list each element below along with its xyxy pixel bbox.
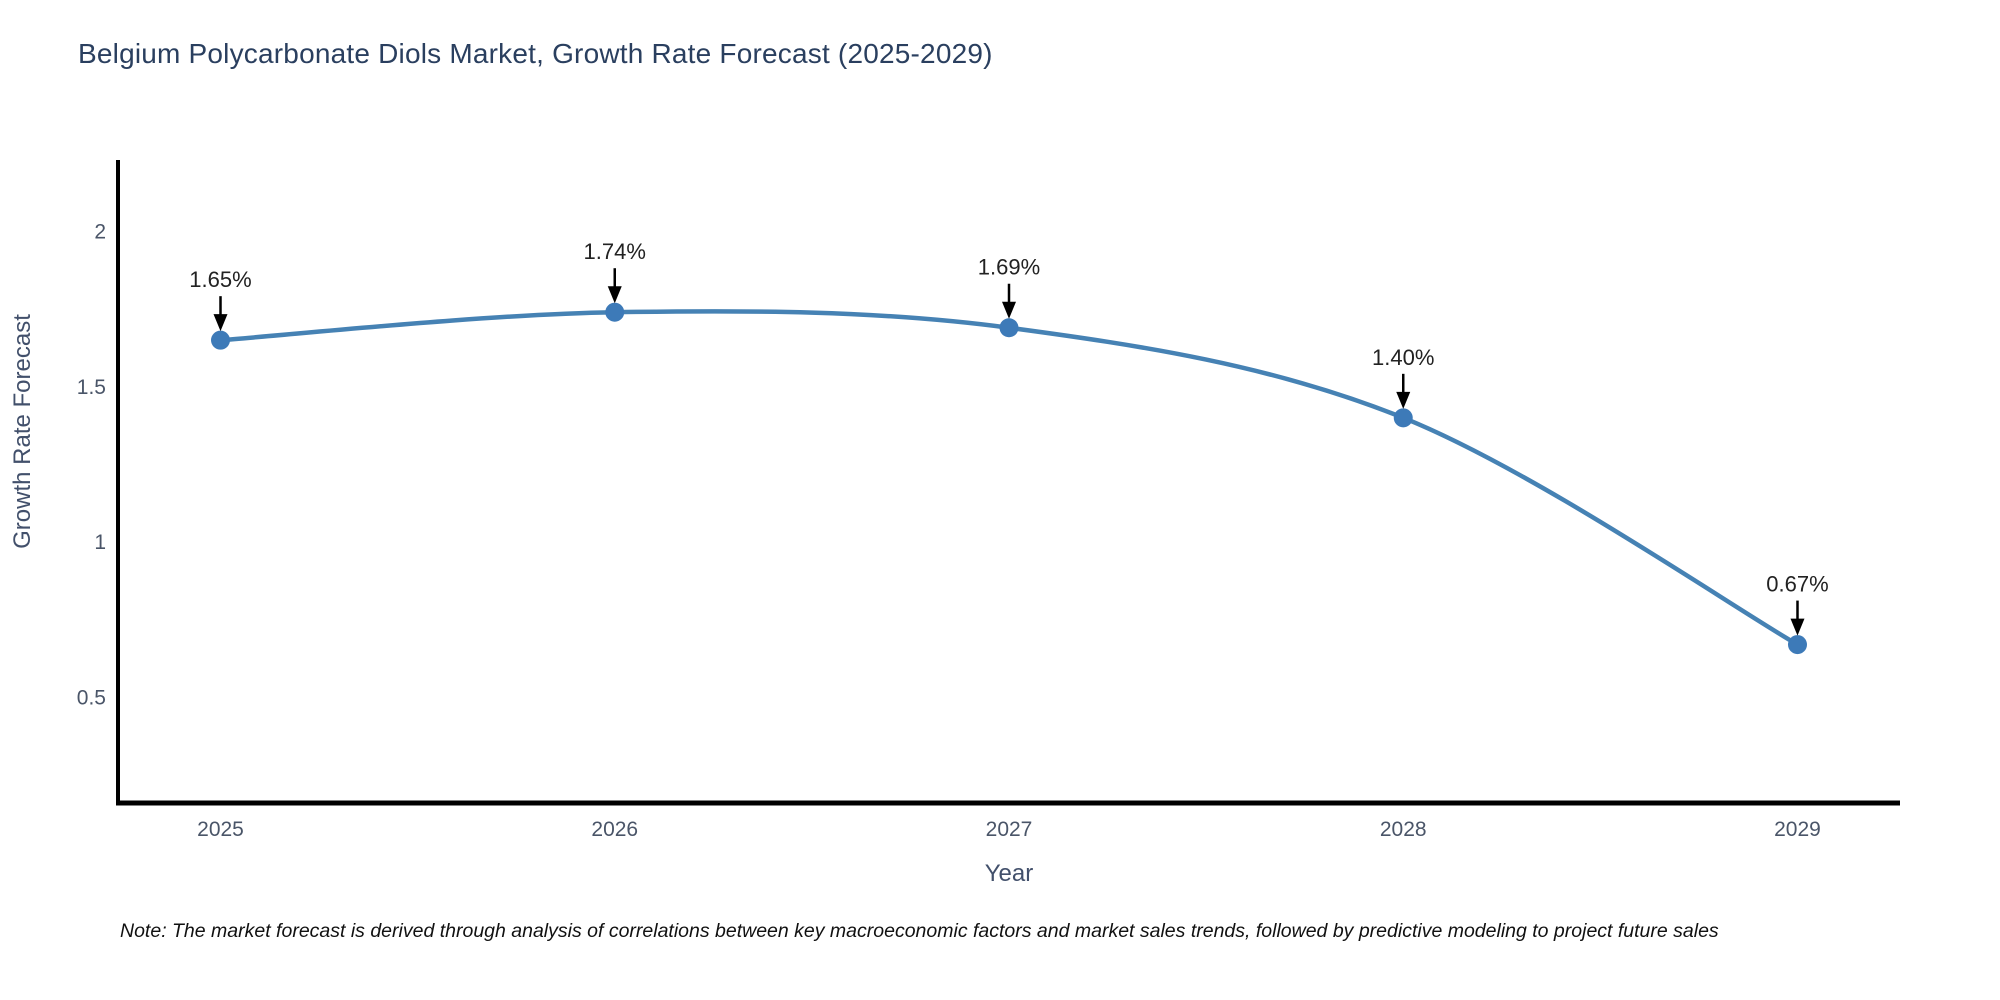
data-point-2026	[605, 302, 625, 322]
x-tick-label-2027: 2027	[986, 818, 1033, 841]
x-tick-label-2028: 2028	[1380, 818, 1427, 841]
chart-footnote: Note: The market forecast is derived thr…	[120, 920, 1719, 942]
annotation-arrowhead-2025	[213, 314, 228, 332]
y-tick-label-1: 1	[94, 531, 106, 554]
data-point-2027	[999, 318, 1019, 338]
y-tick-label-2: 2	[94, 220, 106, 243]
y-tick-label-0.5: 0.5	[77, 686, 106, 709]
x-tick-label-2025: 2025	[197, 818, 244, 841]
y-axis-title: Growth Rate Forecast	[9, 314, 36, 549]
x-axis-title: Year	[985, 860, 1034, 887]
annotation-label-2028: 1.40%	[1372, 345, 1434, 370]
annotation-label-2025: 1.65%	[189, 267, 251, 292]
annotation-arrowhead-2028	[1396, 391, 1411, 409]
x-tick-label-2029: 2029	[1774, 818, 1821, 841]
data-point-2025	[211, 330, 231, 350]
annotation-arrowhead-2029	[1790, 618, 1805, 636]
data-point-2029	[1787, 635, 1807, 655]
annotation-label-2026: 1.74%	[584, 239, 646, 264]
annotation-arrowhead-2027	[1002, 301, 1016, 319]
data-point-2028	[1393, 408, 1413, 428]
chart-title: Belgium Polycarbonate Diols Market, Grow…	[78, 38, 993, 69]
y-tick-label-1.5: 1.5	[77, 376, 106, 399]
growth-rate-line-series	[218, 309, 1800, 647]
annotation-label-2027: 1.69%	[978, 255, 1040, 280]
annotation-arrowhead-2026	[607, 286, 622, 304]
annotation-label-2029: 0.67%	[1766, 572, 1828, 597]
line-chart-plot-area: 0.5 1 1.5 2 2025 2026 2027 2028 2029 Year Growth R…	[9, 160, 1900, 887]
x-tick-label-2026: 2026	[591, 818, 638, 841]
